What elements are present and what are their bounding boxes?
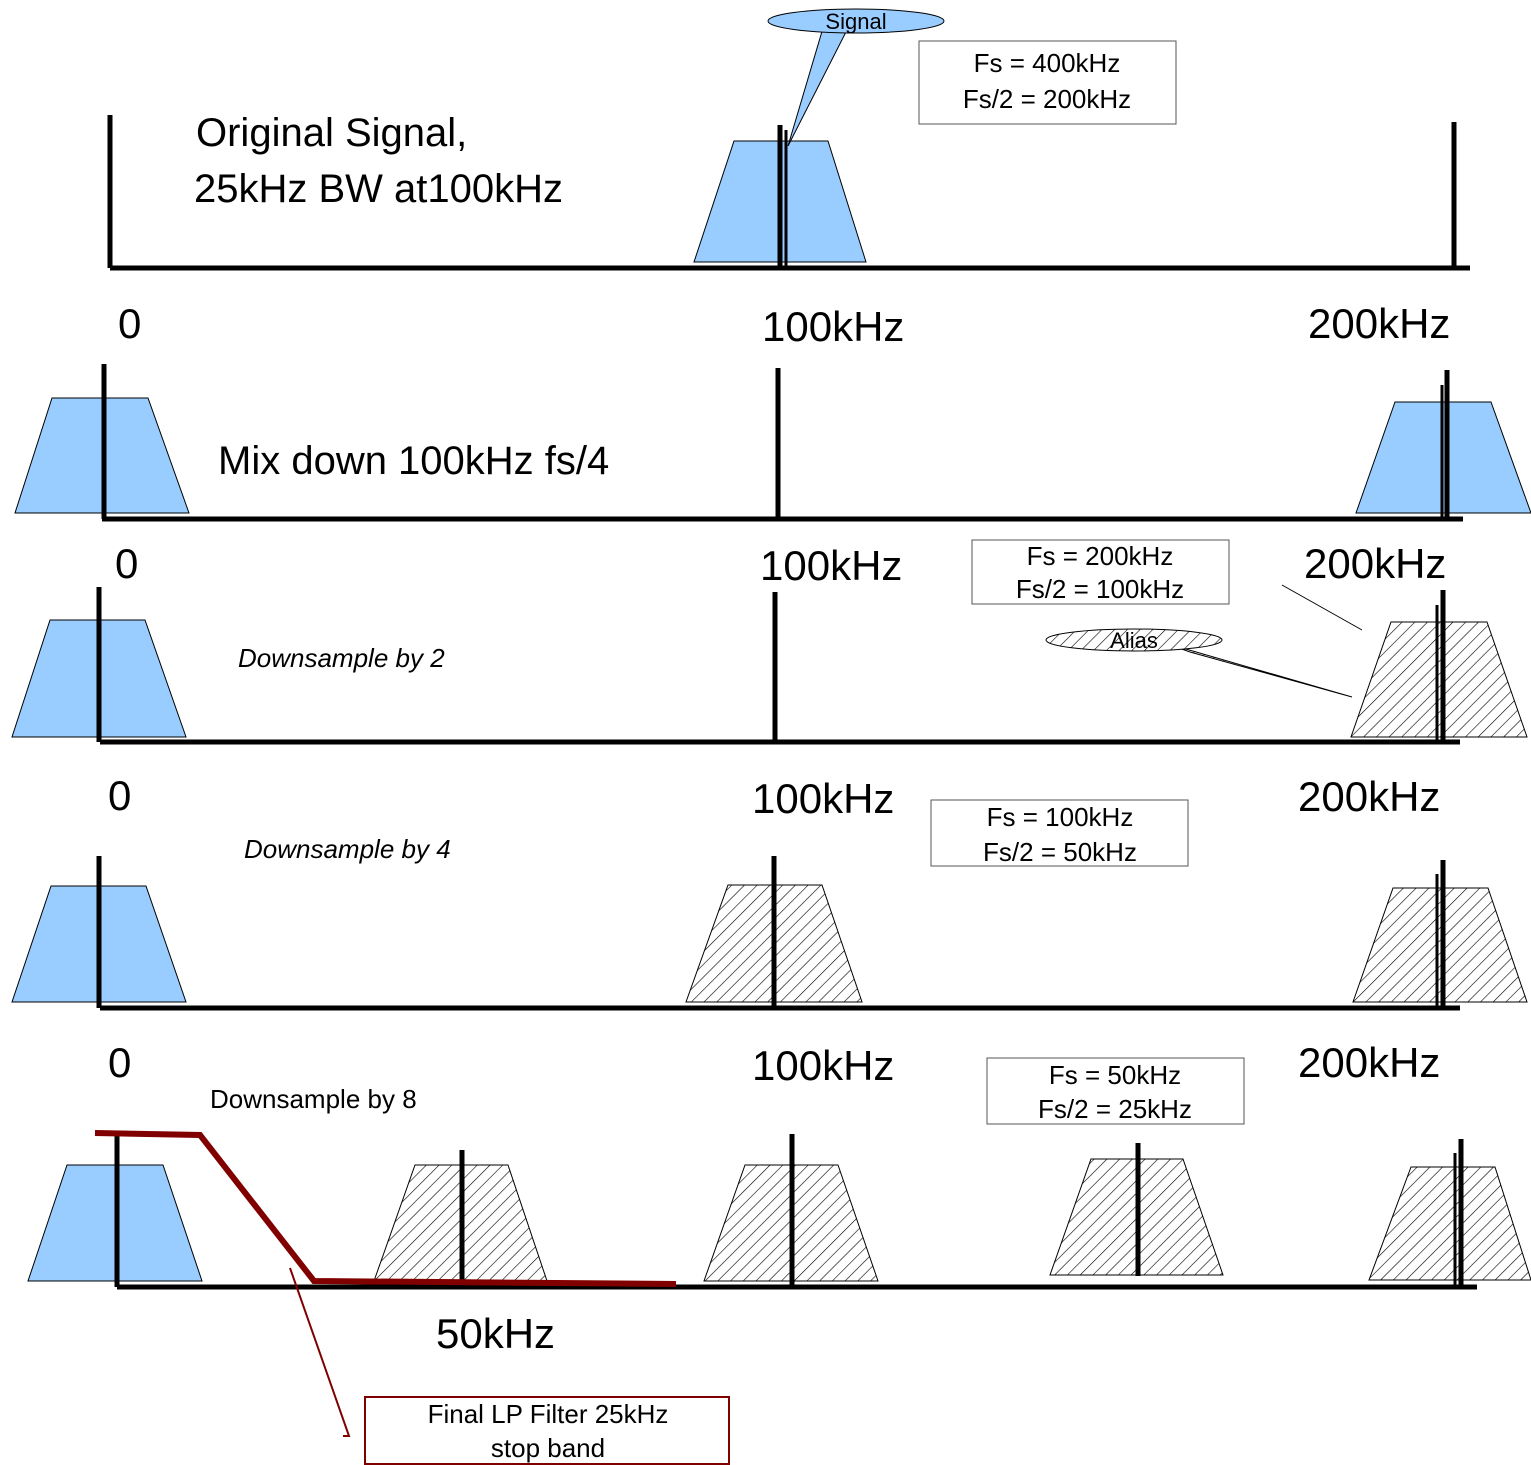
lp-filter-response xyxy=(94,1130,677,1287)
row-mix-down: Mix down 100kHz fs/4 0 100kHz 200kHz xyxy=(14,364,1531,589)
alias-callout-text: Alias xyxy=(1110,628,1158,653)
tick-label-200: 200kHz xyxy=(1308,300,1450,347)
alias-callout-pointer xyxy=(1164,642,1353,698)
fs-box-400 xyxy=(918,40,1177,125)
row-downsample-2: Downsample by 2 Fs = 200kHz Fs/2 = 100kH… xyxy=(11,539,1528,822)
fs-box-line2: Fs/2 = 200kHz xyxy=(963,84,1131,114)
tick-label-200: 200kHz xyxy=(1298,1039,1440,1086)
fs-box-100 xyxy=(930,799,1189,867)
filter-label-box xyxy=(364,1396,730,1465)
row-title: Downsample by 4 xyxy=(244,834,451,864)
row-title-line1: Original Signal, xyxy=(196,111,467,155)
fs-box-50 xyxy=(986,1057,1245,1125)
fs-box-line1: Fs = 200kHz xyxy=(1027,541,1174,571)
fs-box-line1: Fs = 100kHz xyxy=(987,802,1134,832)
fs-box-line1: Fs = 400kHz xyxy=(974,48,1121,78)
row-title-line2: 25kHz BW at100kHz xyxy=(194,167,563,211)
fs-box-200 xyxy=(971,539,1230,605)
tick-label-0: 0 xyxy=(118,300,141,347)
tick-label-100: 100kHz xyxy=(762,303,904,350)
row-downsample-4: Downsample by 4 Fs = 100kHz Fs/2 = 50kHz… xyxy=(11,799,1528,1089)
alias-callout xyxy=(1045,628,1223,652)
signal-callout-text: Signal xyxy=(825,9,886,34)
signal-callout-pointer xyxy=(787,27,849,147)
alias-band-200 xyxy=(1350,621,1528,738)
tick-label-100: 100kHz xyxy=(752,1042,894,1089)
tick-label-100: 100kHz xyxy=(752,775,894,822)
tick-label-0: 0 xyxy=(115,540,138,587)
tick-label-0: 0 xyxy=(108,1039,131,1086)
row-title: Downsample by 8 xyxy=(210,1084,417,1114)
filter-label-line1: Final LP Filter 25kHz xyxy=(428,1399,669,1429)
tick-label-200: 200kHz xyxy=(1304,540,1446,587)
tick-label-100: 100kHz xyxy=(760,542,902,589)
filter-label-line2: stop band xyxy=(491,1433,605,1463)
row-title: Downsample by 2 xyxy=(238,643,445,673)
tick-label-50: 50kHz xyxy=(436,1310,555,1357)
row-downsample-8: Downsample by 8 Fs = 50kHz Fs/2 = 25kHz … xyxy=(27,1057,1531,1465)
row-title: Mix down 100kHz fs/4 xyxy=(218,439,609,483)
filter-callout-pointer xyxy=(289,1267,351,1437)
fs-box-line2: Fs/2 = 25kHz xyxy=(1038,1094,1192,1124)
fs-box-line2: Fs/2 = 50kHz xyxy=(983,837,1137,867)
alias-band-200 xyxy=(1352,887,1528,1003)
fs-box-line1: Fs = 50kHz xyxy=(1049,1060,1181,1090)
signal-callout xyxy=(767,8,945,34)
alias-band-200 xyxy=(1368,1166,1531,1281)
tick-label-200: 200kHz xyxy=(1298,773,1440,820)
row-original-signal: Signal Fs = 400kHz Fs/2 = 200kHz Origina… xyxy=(107,8,1470,350)
tick-label-0: 0 xyxy=(108,772,131,819)
fs-box-line2: Fs/2 = 100kHz xyxy=(1016,574,1184,604)
